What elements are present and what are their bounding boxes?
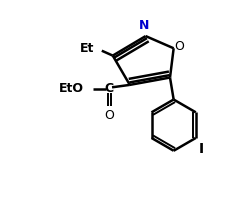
Text: Et: Et	[80, 42, 95, 55]
Text: I: I	[199, 142, 204, 156]
Text: O: O	[104, 109, 114, 122]
Text: O: O	[174, 40, 184, 53]
Text: N: N	[139, 19, 150, 32]
Text: C: C	[105, 82, 114, 95]
Text: EtO: EtO	[59, 82, 84, 95]
